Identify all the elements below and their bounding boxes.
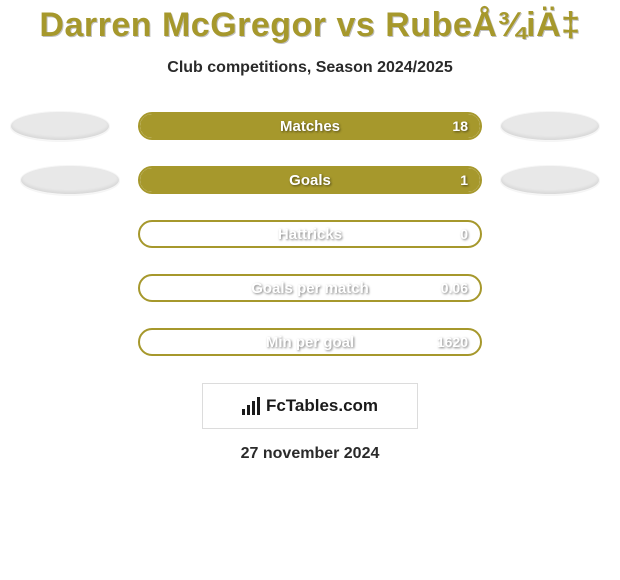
stat-value-right: 1 bbox=[460, 172, 468, 188]
stat-bar: Goals 1 bbox=[138, 166, 482, 194]
stat-row: Hattricks 0 bbox=[0, 219, 620, 249]
snapshot-date: 27 november 2024 bbox=[241, 445, 380, 463]
stat-bar: Hattricks 0 bbox=[138, 220, 482, 248]
stat-rows: Matches 18 Goals 1 Hattricks 0 bbox=[0, 111, 620, 357]
stat-row: Goals per match 0.06 bbox=[0, 273, 620, 303]
stat-label: Min per goal bbox=[140, 334, 480, 351]
page-title: Darren McGregor vs RubeÅ¾iÄ‡ bbox=[39, 6, 580, 45]
player-left-avatar bbox=[10, 111, 110, 141]
stat-row: Min per goal 1620 bbox=[0, 327, 620, 357]
stat-value-right: 1620 bbox=[437, 334, 468, 350]
stat-bar: Goals per match 0.06 bbox=[138, 274, 482, 302]
stat-value-right: 18 bbox=[452, 118, 468, 134]
player-right-avatar bbox=[500, 111, 600, 141]
player-right-avatar bbox=[500, 165, 600, 195]
stat-label: Matches bbox=[140, 118, 480, 135]
brand-box[interactable]: FcTables.com bbox=[202, 383, 418, 429]
player-left-avatar bbox=[20, 165, 120, 195]
stat-bar: Matches 18 bbox=[138, 112, 482, 140]
stat-bar: Min per goal 1620 bbox=[138, 328, 482, 356]
stat-label: Hattricks bbox=[140, 226, 480, 243]
stat-row: Matches 18 bbox=[0, 111, 620, 141]
bar-chart-icon bbox=[242, 397, 260, 415]
season-subtitle: Club competitions, Season 2024/2025 bbox=[167, 59, 452, 77]
stat-value-right: 0.06 bbox=[441, 280, 468, 296]
stat-value-right: 0 bbox=[460, 226, 468, 242]
comparison-card: Darren McGregor vs RubeÅ¾iÄ‡ Club compet… bbox=[0, 0, 620, 580]
stat-label: Goals per match bbox=[140, 280, 480, 297]
brand-text: FcTables.com bbox=[266, 396, 378, 416]
stat-row: Goals 1 bbox=[0, 165, 620, 195]
stat-label: Goals bbox=[140, 172, 480, 189]
